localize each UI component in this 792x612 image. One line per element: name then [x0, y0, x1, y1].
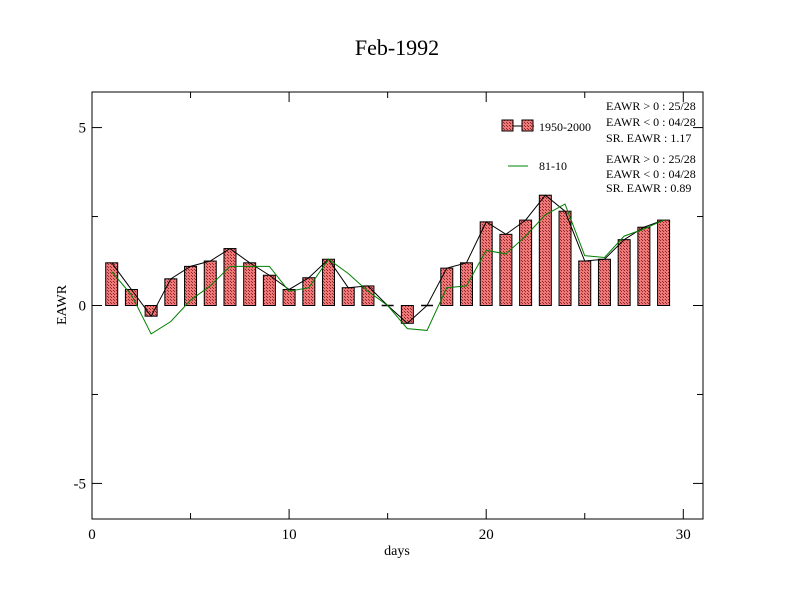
bar [617, 239, 631, 307]
stat-text: EAWR > 0 : 25/28 [606, 152, 696, 166]
bar [400, 305, 414, 324]
bar [538, 194, 552, 306]
bar [341, 287, 355, 307]
stat-text: EAWR > 0 : 25/28 [606, 99, 696, 113]
y-tick-label: 0 [79, 299, 87, 315]
bar [262, 274, 276, 307]
legend-item-81-10: 81-10 [508, 159, 567, 173]
bar [558, 210, 572, 306]
bar [203, 260, 217, 307]
bar [361, 285, 375, 307]
chart-title: Feb-1992 [355, 35, 439, 60]
stats-block-1950-2000: EAWR > 0 : 25/28 EAWR < 0 : 04/28 SR. EA… [606, 99, 696, 145]
x-tick-label: 20 [479, 527, 494, 543]
x-tick-label: 10 [282, 527, 297, 543]
stat-text: EAWR < 0 : 04/28 [606, 115, 696, 129]
line-81-10 [111, 203, 664, 335]
bar [597, 258, 611, 307]
legend-item-1950-2000: 1950-2000 [501, 119, 591, 134]
x-tick-label: 0 [88, 527, 96, 543]
stat-text: SR. EAWR : 0.89 [606, 181, 691, 195]
stats-block-81-10: EAWR > 0 : 25/28 EAWR < 0 : 04/28 SR. EA… [606, 152, 696, 195]
y-tick-label: -5 [74, 476, 87, 492]
bar [479, 221, 493, 306]
bar [578, 260, 592, 307]
y-axis-label: EAWR [55, 284, 70, 325]
legend: 1950-2000 81-10 [501, 119, 591, 173]
bar [519, 219, 533, 307]
legend-swatch-1950-2000 [521, 119, 534, 132]
bar [282, 288, 296, 306]
legend-swatch-1950-2000 [501, 119, 514, 132]
bar [164, 278, 178, 306]
stat-text: EAWR < 0 : 04/28 [606, 167, 696, 181]
legend-label-1950-2000: 1950-2000 [539, 120, 591, 134]
x-tick-label: 30 [676, 527, 691, 543]
y-axis-ticks: -5 0 5 [74, 121, 703, 492]
bar [459, 262, 473, 306]
x-axis-ticks: 0 10 20 30 [88, 92, 691, 543]
bars-1950-2000 [105, 194, 671, 324]
bar [440, 267, 454, 307]
bar [637, 226, 651, 306]
bar [657, 219, 671, 307]
legend-label-81-10: 81-10 [539, 159, 567, 173]
bar [223, 248, 237, 306]
stat-text: SR. EAWR : 1.17 [606, 131, 691, 145]
x-axis-label: days [384, 544, 410, 559]
bar [243, 262, 257, 306]
bar [499, 233, 513, 306]
y-tick-label: 5 [79, 121, 87, 137]
